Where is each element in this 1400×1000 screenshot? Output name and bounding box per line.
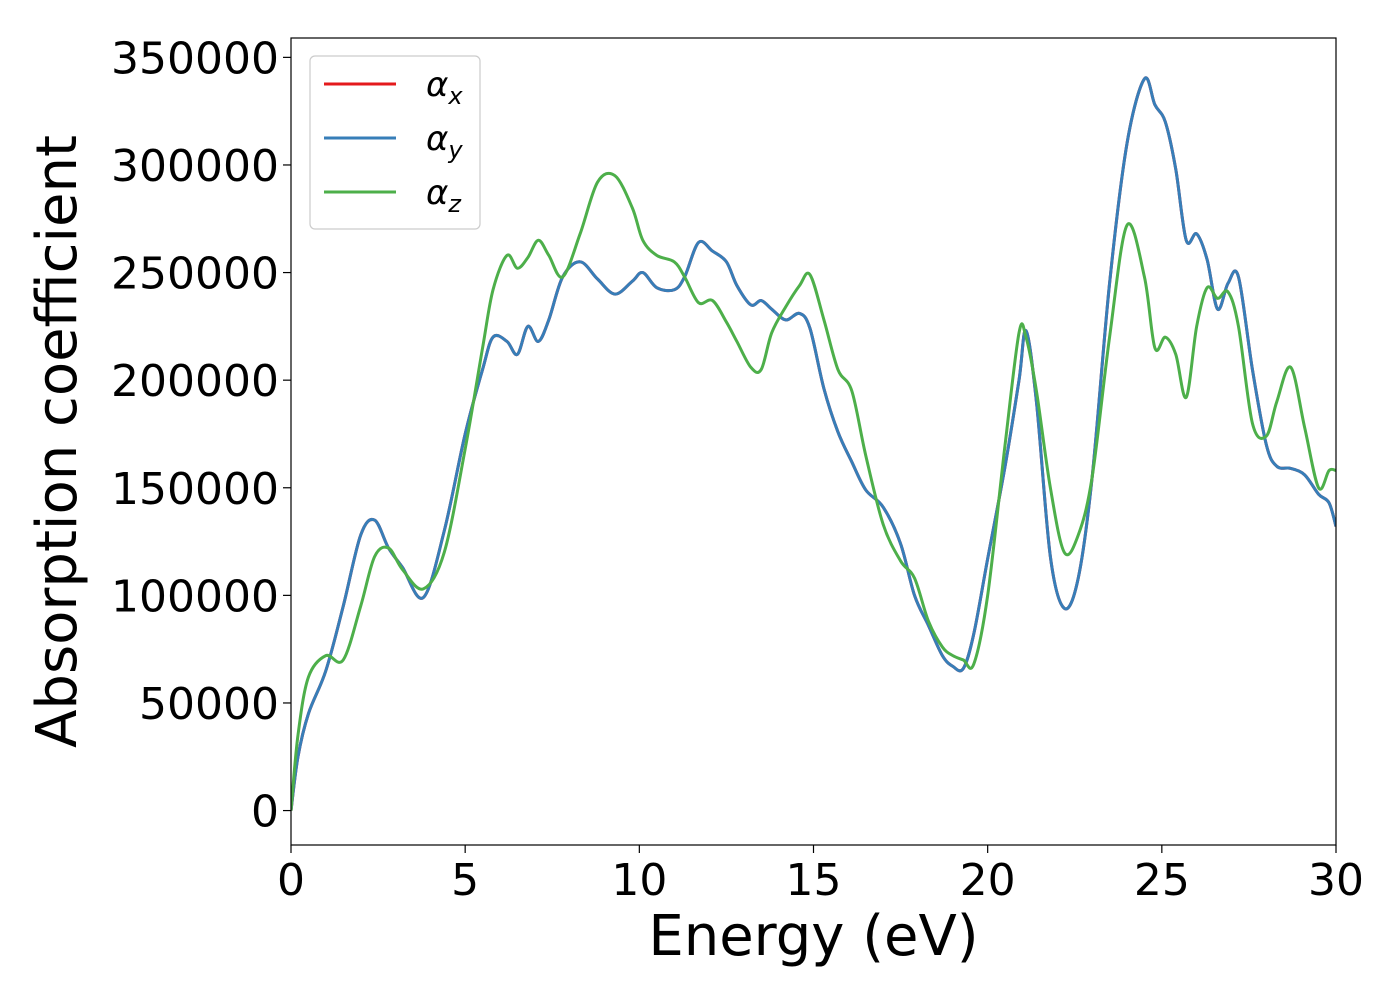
x-tick-label: 5 bbox=[451, 855, 479, 906]
y-tick-label: 250000 bbox=[111, 249, 279, 300]
plot-area bbox=[291, 76, 1336, 811]
x-tick-label: 15 bbox=[786, 855, 842, 906]
y-tick-label: 150000 bbox=[111, 464, 279, 515]
x-axis-label: Energy (eV) bbox=[648, 904, 978, 969]
legend-box bbox=[309, 55, 481, 230]
y-tick-label: 350000 bbox=[111, 33, 279, 84]
x-tick-label: 25 bbox=[1134, 855, 1190, 906]
y-tick-label: 100000 bbox=[111, 571, 279, 622]
x-tick-label: 30 bbox=[1308, 855, 1364, 906]
series-line-2 bbox=[291, 76, 1336, 811]
legend-label-1: αx bbox=[426, 65, 463, 110]
legend-label-2: αy bbox=[426, 119, 463, 164]
x-tick-label: 0 bbox=[277, 855, 305, 906]
y-tick-label: 300000 bbox=[111, 141, 279, 192]
x-tick-label: 10 bbox=[611, 855, 667, 906]
y-axis-label: Absorption coefficient bbox=[25, 135, 90, 748]
y-tick-label: 50000 bbox=[139, 679, 279, 730]
legend-label-3: αz bbox=[426, 173, 462, 218]
y-tick-label: 0 bbox=[251, 787, 279, 838]
legend: αx αy αz bbox=[309, 55, 481, 230]
x-tick-label: 20 bbox=[960, 855, 1016, 906]
y-tick-label: 200000 bbox=[111, 356, 279, 407]
series-line-3 bbox=[291, 171, 1336, 811]
axes: 0 5 10 15 20 25 30 0 50000 100000 150000 200000 2500… bbox=[111, 33, 1364, 906]
